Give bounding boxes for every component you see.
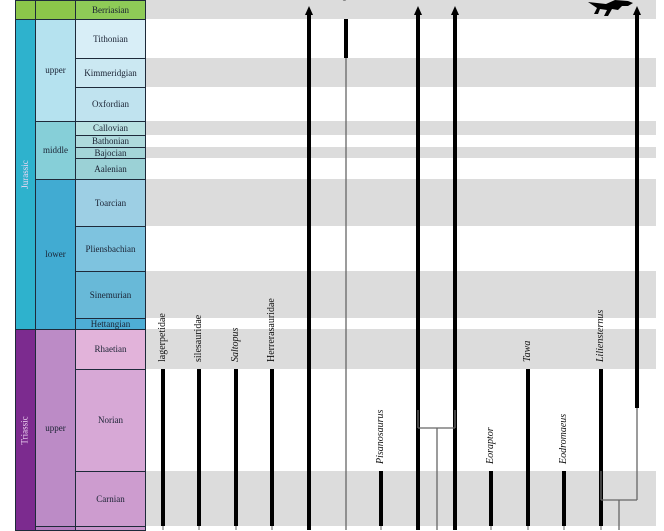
epoch-label: middle [43, 145, 68, 155]
stage-band [146, 471, 656, 526]
taxon-label: Eoraptor [485, 427, 496, 464]
epoch-cell: upper [35, 19, 76, 122]
clipped-label: g [342, 0, 347, 1]
epoch-label: lower [45, 249, 66, 259]
stage-band [146, 58, 656, 87]
stage-label: Tithonian [93, 33, 128, 44]
taxon-label: Liliensternus [595, 309, 606, 362]
stage-label: Berriasian [92, 4, 129, 15]
stage-label: Carnian [96, 493, 125, 504]
taxon-label: Pisanosaurus [375, 409, 386, 464]
arrow-up-icon [633, 6, 641, 15]
stage-label: Pliensbachian [85, 243, 136, 254]
stage-band [146, 179, 656, 226]
stage-label: Rhaetian [94, 344, 127, 354]
arrow-up-icon [414, 6, 422, 15]
arrow-up-icon [305, 6, 313, 15]
taxon-label: Herrerasauridae [266, 298, 277, 362]
stage-cell: Oxfordian [75, 87, 146, 122]
taxon-label: Tawa [522, 340, 533, 362]
stage-cell: Toarcian [75, 179, 146, 227]
stage-label: Norian [98, 415, 123, 425]
stage-band [146, 121, 656, 135]
stage-label: Toarcian [94, 197, 127, 208]
stage-label: Aalenian [94, 163, 127, 174]
theropod-silhouette-icon [588, 0, 633, 16]
taxon-label: Eodromaeus [558, 413, 569, 464]
taxon-label: silesauridae [193, 314, 204, 362]
stage-cell: Norian [75, 369, 146, 472]
stage-label: Kimmeridgian [84, 67, 137, 78]
stage-band [146, 0, 656, 19]
stage-band [146, 271, 656, 318]
stage-label: Oxfordian [92, 99, 129, 109]
stage-cell: Tithonian [75, 19, 146, 59]
stage-label: Callovian [93, 123, 128, 133]
stage-band [146, 147, 656, 158]
arrow-up-icon [451, 6, 459, 15]
stage-label: Bajocian [94, 147, 127, 158]
stage-cell: Bajocian [75, 147, 146, 159]
stage-label: Bathonian [92, 136, 129, 146]
epoch-label: upper [45, 65, 66, 75]
stage-band [146, 329, 656, 369]
epoch-label: upper [45, 422, 66, 433]
taxon-label: Saltopus [230, 327, 241, 362]
epoch-cell: upper [35, 329, 76, 527]
taxon-label: lagerpetidae [157, 313, 168, 362]
stage-cell: Kimmeridgian [75, 58, 146, 88]
stage-label: Hettangian [90, 318, 131, 329]
stage-cell: Pliensbachian [75, 226, 146, 272]
stage-label: Sinemurian [89, 289, 132, 300]
